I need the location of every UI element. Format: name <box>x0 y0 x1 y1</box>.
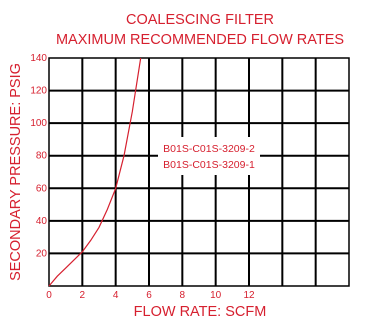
x-tick-label: 0 <box>46 290 52 301</box>
x-tick-label: 10 <box>210 290 222 301</box>
y-tick-label: 40 <box>36 216 48 227</box>
series-group <box>48 57 142 287</box>
y-tick-label: 20 <box>36 248 48 259</box>
x-tick-labels: 0 2 4 6 8 10 12 <box>46 290 255 301</box>
chart-subtitle: MAXIMUM RECOMMENDED FLOW RATES <box>56 32 344 48</box>
y-tick-label: 80 <box>36 151 48 162</box>
y-tick-label: 140 <box>30 53 47 64</box>
series-line <box>48 57 142 287</box>
y-tick-label: 120 <box>30 86 47 97</box>
x-tick-label: 4 <box>113 290 119 301</box>
y-axis-label: SECONDARY PRESSURE: PSIG <box>8 63 24 281</box>
y-tick-label: 100 <box>30 118 47 129</box>
legend-box <box>158 137 260 175</box>
plot-frame <box>48 57 350 287</box>
x-axis-label: FLOW RATE: SCFM <box>134 304 267 320</box>
x-tick-label: 12 <box>243 290 255 301</box>
y-tick-labels: 20 40 60 80 100 120 140 <box>30 53 47 259</box>
legend-label-1: B01S-C01S-3209-2 <box>163 143 255 155</box>
x-tick-label: 8 <box>180 290 186 301</box>
chart-title: COALESCING FILTER <box>126 12 274 28</box>
legend-label-2: B01S-C01S-3209-1 <box>163 159 255 171</box>
x-tick-label: 2 <box>80 290 86 301</box>
y-tick-label: 60 <box>36 183 48 194</box>
x-tick-label: 6 <box>146 290 152 301</box>
